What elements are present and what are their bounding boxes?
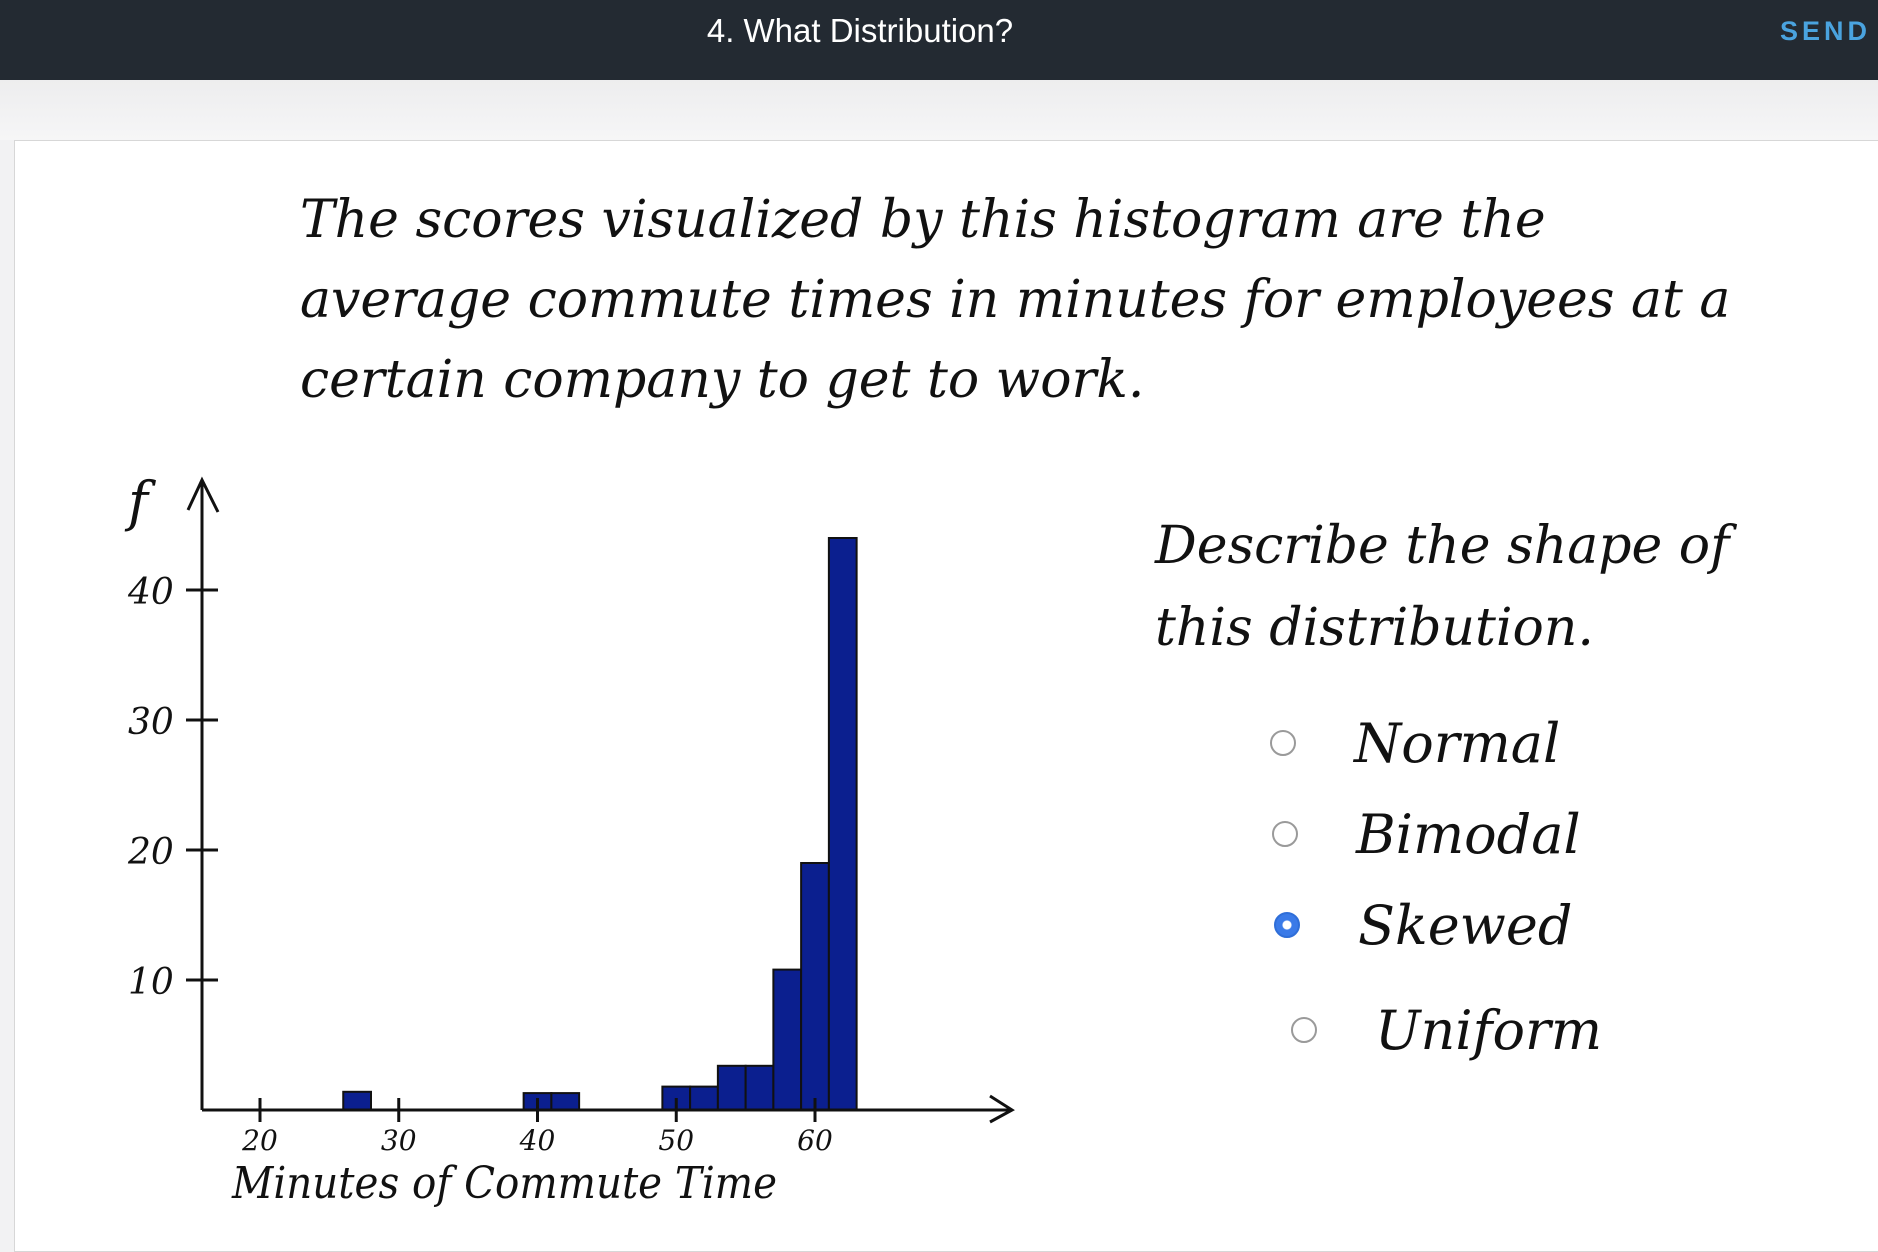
option-skewed[interactable]: Skewed: [1274, 894, 1694, 964]
option-label-uniform: Uniform: [1375, 999, 1603, 1062]
radio-uniform[interactable]: [1291, 1017, 1317, 1043]
y-tick-label: 30: [128, 702, 174, 743]
histogram-bar-1: [342, 1090, 372, 1112]
option-normal[interactable]: Normal: [1270, 712, 1690, 782]
y-tick-label: 10: [128, 962, 174, 1003]
question-prompt: The scores visualized by this histogram …: [300, 190, 1731, 410]
question-text: Describe the shape of this distribution.: [1155, 516, 1730, 658]
x-tick-label: 50: [658, 1124, 694, 1157]
y-axis-ticks: 10 20 30 40: [127, 572, 218, 1003]
x-tick-label: 60: [797, 1124, 833, 1157]
question-card: [14, 140, 1878, 1252]
page-title: 4. What Distribution?: [706, 12, 1014, 49]
option-uniform[interactable]: Uniform: [1291, 999, 1711, 1069]
histogram-bar-6: [716, 1064, 747, 1112]
top-bar: 4. What Distribution? SEND F: [0, 0, 1878, 80]
send-button[interactable]: SEND F: [1780, 16, 1878, 46]
radio-skewed[interactable]: [1274, 912, 1300, 938]
option-label-normal: Normal: [1354, 712, 1561, 775]
x-axis-label: Minutes of Commute Time: [231, 1158, 777, 1209]
histogram-bar-5: [689, 1085, 719, 1111]
y-tick-label: 20: [127, 832, 174, 873]
y-axis-label: f: [124, 470, 156, 533]
histogram-bar-9: [800, 862, 830, 1111]
histogram-bar-7: [744, 1064, 775, 1112]
option-label-bimodal: Bimodal: [1356, 803, 1581, 866]
x-axis-ticks: 20 30 40 50 60: [241, 1098, 833, 1157]
x-tick-label: 40: [519, 1124, 556, 1157]
radio-bimodal[interactable]: [1272, 821, 1298, 847]
x-axis-arrow-icon: [989, 1094, 1015, 1124]
option-label-skewed: Skewed: [1358, 894, 1573, 957]
y-axis-arrow-icon: [186, 476, 220, 513]
radio-normal[interactable]: [1270, 730, 1296, 756]
histogram-bars: [342, 537, 858, 1112]
x-tick-label: 30: [381, 1124, 417, 1157]
x-tick-label: 20: [241, 1124, 278, 1157]
histogram-bar-3: [550, 1092, 581, 1111]
sub-toolbar: [0, 80, 1878, 140]
option-bimodal[interactable]: Bimodal: [1272, 803, 1692, 873]
histogram-bar-8: [772, 968, 803, 1111]
histogram-bar-10: [827, 537, 858, 1111]
y-tick-label: 40: [127, 572, 174, 613]
